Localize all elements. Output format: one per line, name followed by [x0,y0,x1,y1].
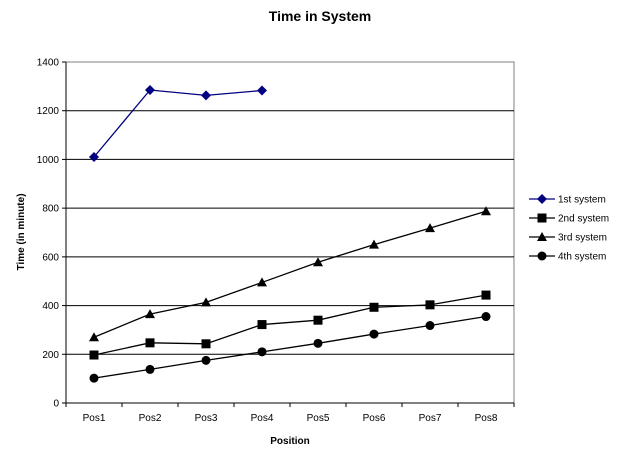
data-point [201,297,211,307]
series-2 [89,290,491,360]
x-tick-label: Pos5 [307,413,330,424]
data-point [89,151,99,162]
data-point [145,85,155,96]
y-tick-label: 200 [42,350,59,361]
y-tick-label: 800 [42,204,59,215]
series-line [93,89,263,158]
x-tick-label: Pos2 [139,413,162,424]
y-axis: 0 200 400 600 800 1000 1200 1400 [37,58,67,410]
series-4 [89,312,491,383]
data-point [201,339,211,349]
x-axis: Pos1 Pos2 Pos3 Pos4 Pos5 Pos6 Pos7 Pos8 [65,402,515,424]
legend-label: 1st system [558,195,606,206]
x-tick-label: Pos3 [195,413,218,424]
series-layer [89,85,491,383]
legend-item: 1st system [529,194,606,206]
data-point [481,290,491,300]
data-point [481,312,491,322]
x-tick-label: Pos7 [419,413,442,424]
legend-item: 2nd system [529,213,609,225]
data-point [145,338,155,348]
data-point [201,355,211,365]
legend-marker [537,232,547,241]
plot-area [65,61,515,404]
data-point [89,332,99,342]
y-tick-label: 1000 [37,155,60,166]
data-point [89,373,99,383]
series-line [93,315,487,379]
legend: 1st system 2nd system 3rd system 4th system [529,194,609,263]
data-point [369,239,379,249]
data-point [313,257,323,267]
data-point [425,300,435,310]
series-line [93,294,487,356]
y-tick-label: 1400 [37,58,60,69]
x-axis-label: Position [270,436,309,447]
data-point [89,350,99,360]
legend-label: 2nd system [558,214,609,225]
legend-marker [537,251,547,261]
data-point [369,302,379,312]
data-point [257,277,267,287]
gridlines [66,110,514,355]
y-axis-label: Time (in minute) [16,193,27,270]
y-tick-label: 600 [42,252,59,263]
data-point [425,321,435,331]
y-tick-label: 1200 [37,106,60,117]
legend-marker [537,194,547,204]
data-point [425,223,435,233]
x-tick-label: Pos1 [83,413,106,424]
y-tick-label: 400 [42,301,59,312]
legend-item: 3rd system [529,232,607,244]
data-point [313,338,323,348]
data-point [257,320,267,330]
x-tick-label: Pos4 [251,413,274,424]
data-point [257,85,267,96]
data-point [145,364,155,374]
data-point [145,309,155,319]
y-tick-label: 0 [53,399,59,410]
data-point [201,90,211,101]
series-1 [89,85,267,162]
legend-label: 4th system [558,252,606,263]
legend-marker [537,213,547,223]
data-point [257,347,267,357]
chart-title: Time in System [269,8,371,24]
legend-item: 4th system [529,251,606,263]
series-3 [89,206,491,342]
data-point [481,206,491,216]
series-line [93,210,487,338]
data-point [369,329,379,339]
x-tick-label: Pos8 [475,413,498,424]
x-tick-label: Pos6 [363,413,386,424]
data-point [313,315,323,325]
legend-label: 3rd system [558,233,607,244]
